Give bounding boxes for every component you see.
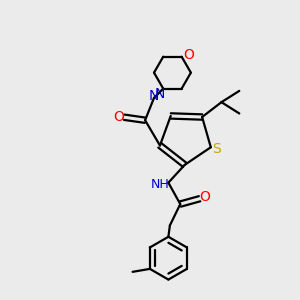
Text: S: S	[212, 142, 221, 156]
Text: N: N	[154, 87, 165, 101]
Text: NH: NH	[151, 178, 169, 191]
Text: O: O	[183, 48, 194, 62]
Text: O: O	[200, 190, 210, 204]
Text: N: N	[149, 89, 159, 103]
Text: O: O	[113, 110, 124, 124]
